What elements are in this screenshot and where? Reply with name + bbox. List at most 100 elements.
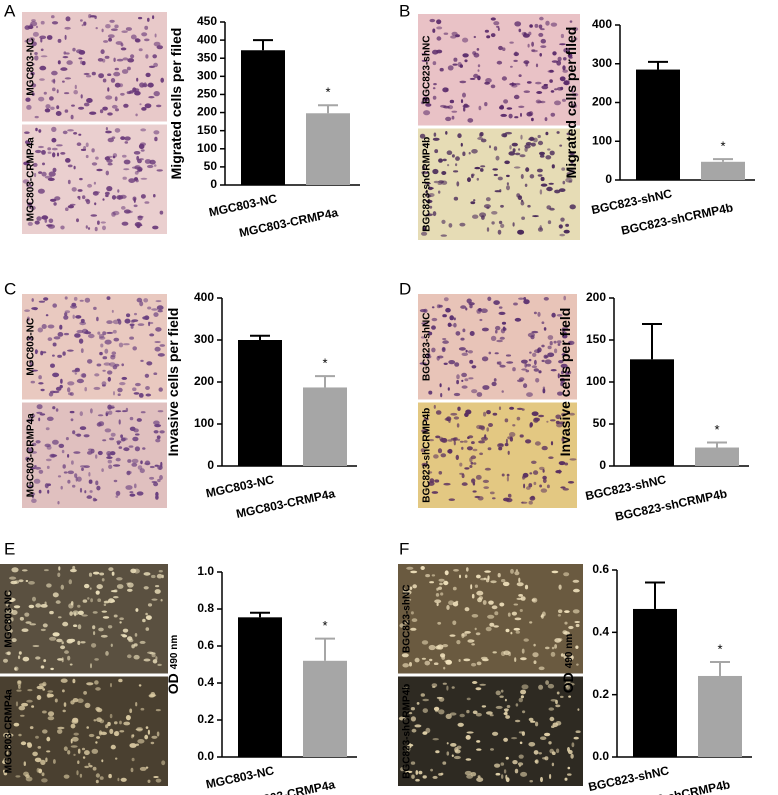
cell <box>151 598 158 601</box>
cell <box>544 732 551 737</box>
cell <box>139 158 144 161</box>
cell <box>535 81 542 85</box>
cell <box>455 331 461 336</box>
cell <box>446 150 453 155</box>
cell <box>498 443 504 447</box>
cell <box>512 222 515 227</box>
cell <box>41 778 48 783</box>
cell <box>110 432 116 437</box>
cell <box>440 234 447 237</box>
cell <box>110 643 113 647</box>
cell <box>53 759 56 764</box>
cell <box>137 323 145 326</box>
cell <box>506 182 509 186</box>
cell <box>524 144 531 149</box>
cell <box>469 77 476 80</box>
cell <box>114 24 119 29</box>
cell <box>510 631 513 635</box>
cell <box>538 32 544 37</box>
cell <box>83 146 87 150</box>
cell <box>27 202 33 207</box>
cell <box>471 389 478 394</box>
cell <box>428 186 433 191</box>
cell <box>493 146 498 151</box>
cell <box>30 83 37 88</box>
cell <box>547 345 552 350</box>
cell <box>499 104 504 110</box>
cell <box>453 416 460 420</box>
cell <box>569 152 575 155</box>
cell <box>42 710 47 714</box>
cell <box>97 598 102 602</box>
cell <box>144 460 151 466</box>
bar <box>698 675 742 757</box>
cell <box>433 132 437 137</box>
cell <box>450 437 458 441</box>
cell <box>105 130 112 134</box>
image-label: MGC803-NC <box>26 38 37 96</box>
cell <box>25 621 32 624</box>
cell <box>34 465 37 468</box>
cell <box>428 471 433 474</box>
cell <box>36 685 44 690</box>
cell <box>573 37 578 41</box>
cell <box>109 728 114 735</box>
cell <box>51 137 57 143</box>
cell <box>36 216 42 221</box>
cell <box>499 695 504 698</box>
cell <box>111 211 116 217</box>
cell <box>59 384 63 389</box>
cell <box>558 360 564 364</box>
cell <box>15 775 21 778</box>
cell <box>81 747 86 751</box>
cell <box>441 171 447 175</box>
cell <box>400 767 405 772</box>
cell <box>46 483 52 487</box>
cell <box>156 104 162 108</box>
cell <box>128 445 134 448</box>
cell <box>559 43 566 46</box>
cell <box>526 111 533 117</box>
x-tick-label: MGC803-CRMP4a <box>235 486 337 521</box>
cell <box>543 327 547 331</box>
cell <box>523 299 530 305</box>
cell <box>504 711 508 716</box>
cell <box>57 475 62 478</box>
cell <box>133 197 136 203</box>
cell <box>527 43 530 48</box>
cell <box>518 74 522 77</box>
cell <box>84 765 90 769</box>
cell <box>488 423 493 427</box>
cell <box>111 28 118 32</box>
cell <box>449 712 457 716</box>
cell <box>97 58 104 62</box>
cell <box>49 610 54 615</box>
cell <box>58 566 61 571</box>
cell <box>108 362 116 367</box>
cell <box>472 448 478 452</box>
bar <box>241 50 285 186</box>
cell <box>472 481 476 486</box>
cell <box>32 162 38 167</box>
cell <box>3 658 8 663</box>
cell <box>161 574 164 579</box>
cell <box>61 449 65 454</box>
cell <box>43 297 49 301</box>
cell <box>537 174 543 177</box>
cell <box>548 182 554 185</box>
cell <box>160 461 163 468</box>
cell <box>145 612 148 616</box>
cell <box>409 662 412 667</box>
cell <box>422 698 430 702</box>
cell <box>520 134 523 140</box>
cell <box>509 406 515 410</box>
cell <box>438 578 445 582</box>
cell <box>461 372 467 378</box>
cell <box>563 653 567 659</box>
cell <box>100 49 105 55</box>
cell <box>134 90 141 96</box>
cell <box>71 104 75 107</box>
cell <box>30 71 35 76</box>
cell <box>81 614 88 617</box>
cell <box>542 469 545 473</box>
